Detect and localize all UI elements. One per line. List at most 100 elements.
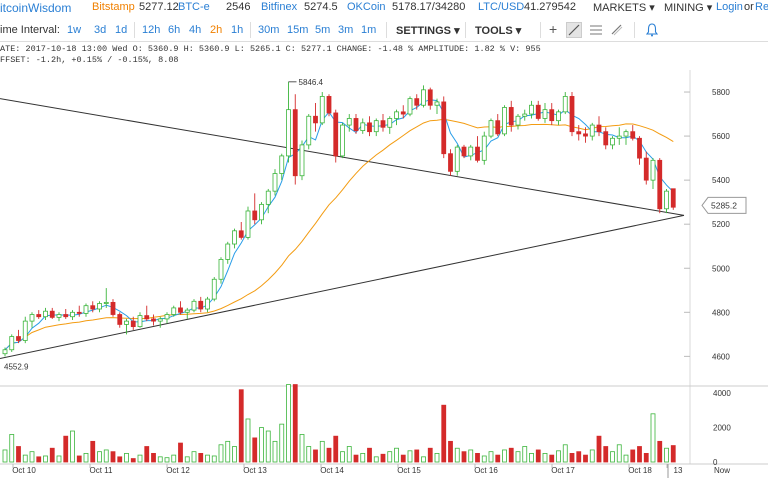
candle-body: [502, 107, 507, 135]
volume-bar: [360, 452, 366, 463]
markets-menu[interactable]: MARKETS ▾: [593, 2, 655, 14]
candle-body: [76, 311, 82, 314]
ticker-exchange-bitstamp[interactable]: Bitstamp: [92, 1, 135, 13]
candle-body: [299, 144, 305, 177]
candle-body: [427, 89, 433, 106]
volume-bar: [495, 454, 501, 463]
candle-body: [610, 137, 615, 146]
candle-body: [16, 336, 21, 341]
interval-12h[interactable]: 12h: [142, 24, 161, 36]
volume-bar: [664, 447, 669, 463]
ticker-exchange-bitfinex[interactable]: Bitfinex: [261, 1, 298, 13]
candle-body: [657, 159, 663, 210]
interval-1w[interactable]: 1w: [67, 24, 82, 36]
candle-body: [333, 112, 339, 157]
volume-bar: [252, 437, 258, 463]
volume-bar: [414, 449, 420, 463]
volume-bar: [387, 451, 393, 463]
candle-body: [441, 101, 447, 155]
volume-tick-label: 2000: [713, 424, 731, 433]
candle-body: [529, 104, 534, 115]
interval-4h[interactable]: 4h: [189, 24, 202, 36]
volume-bar: [49, 447, 55, 463]
tools-menu[interactable]: TOOLS ▾: [475, 25, 522, 37]
candle-body: [569, 96, 575, 133]
interval-1h[interactable]: 1h: [231, 24, 244, 36]
trend-line-upper: [0, 98, 685, 216]
volume-bar: [110, 451, 116, 463]
candle-body: [603, 131, 609, 146]
register-link[interactable]: Re: [755, 1, 768, 13]
interval-2h[interactable]: 2h: [210, 24, 223, 36]
interval-3m[interactable]: 3m: [338, 24, 354, 36]
settings-menu[interactable]: SETTINGS ▾: [396, 25, 460, 37]
candle-body: [353, 118, 359, 131]
candle-body: [637, 137, 642, 159]
volume-bar: [400, 454, 406, 463]
candle-body: [542, 109, 548, 119]
interval-6h[interactable]: 6h: [168, 24, 181, 36]
candle-body: [225, 243, 231, 260]
brand-logo[interactable]: itcoinWisdom: [0, 1, 72, 15]
volume-bar: [508, 447, 514, 463]
volume-bar: [117, 456, 123, 463]
candle-body: [515, 115, 521, 126]
interval-5m[interactable]: 5m: [315, 24, 331, 36]
candle-body: [238, 230, 244, 238]
interval-15m[interactable]: 15m: [287, 24, 309, 36]
price-tick-label: 5800: [712, 88, 730, 97]
interval-3d[interactable]: 3d: [94, 24, 107, 36]
chevron-down-icon: ▾: [649, 2, 655, 14]
interval-1d[interactable]: 1d: [115, 24, 128, 36]
fib-lines-icon[interactable]: [589, 23, 603, 37]
volume-bar: [299, 434, 305, 463]
candle-body: [205, 298, 210, 310]
alert-bell-icon[interactable]: [645, 23, 659, 37]
top-bar: itcoinWisdom Bitstamp 5277.12 BTC-e 2546…: [0, 0, 768, 17]
candle-body: [461, 146, 467, 157]
ohlc-info-line: ATE: 2017-10-18 13:00 Wed O: 5360.9 H: 5…: [0, 44, 541, 54]
interval-1m[interactable]: 1m: [361, 24, 377, 36]
eraser-icon[interactable]: [611, 24, 623, 36]
volume-bar: [515, 451, 521, 463]
volume-bar: [70, 430, 75, 463]
time-tick-label: Oct 11: [90, 466, 114, 475]
candle-body: [36, 314, 42, 318]
login-link[interactable]: Login: [716, 1, 743, 13]
ticker-exchange-btce[interactable]: BTC-e: [178, 1, 210, 13]
volume-bar: [529, 452, 534, 463]
draw-line-icon[interactable]: [566, 22, 582, 38]
candle-body: [272, 173, 278, 192]
volume-bar: [265, 430, 271, 463]
volume-bar: [657, 440, 663, 463]
candle-body: [319, 96, 325, 124]
candle-body: [130, 320, 136, 328]
candle-body: [522, 113, 528, 117]
last-price-label: 5285.2: [711, 200, 737, 210]
ticker-exchange-okcoin[interactable]: OKCoin: [347, 1, 386, 13]
volume-bar: [279, 423, 285, 463]
candle-body: [313, 115, 318, 124]
volume-bar: [488, 451, 494, 463]
volume-tick-label: 4000: [713, 389, 731, 398]
volume-bar: [63, 435, 69, 463]
volume-bar: [286, 384, 291, 463]
candle-body: [97, 303, 102, 310]
volume-bar: [603, 446, 609, 463]
ticker-exchange-ltcusd[interactable]: LTC/USD: [478, 1, 525, 13]
candle-body: [29, 314, 35, 322]
volume-tick-label: 0: [713, 458, 718, 467]
candle-body: [157, 318, 163, 322]
volume-bar: [103, 449, 109, 463]
mining-menu[interactable]: MINING ▾: [664, 2, 713, 14]
volume-bar: [191, 451, 197, 463]
volume-bar: [22, 454, 28, 463]
candle-body: [414, 98, 420, 106]
volume-bar: [333, 435, 339, 463]
candle-body: [562, 96, 568, 113]
volume-bar: [97, 451, 102, 463]
interval-30m[interactable]: 30m: [258, 24, 280, 36]
crosshair-icon[interactable]: +: [549, 21, 558, 37]
candle-body: [488, 120, 494, 137]
